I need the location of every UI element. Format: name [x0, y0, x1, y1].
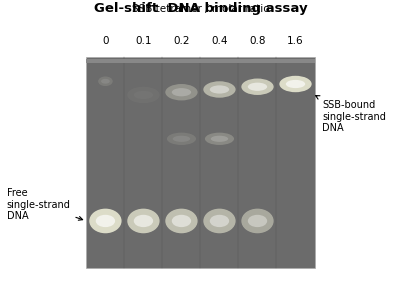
Ellipse shape: [134, 215, 153, 227]
Text: 0.8: 0.8: [249, 36, 266, 46]
Bar: [86, 59, 314, 63]
Ellipse shape: [279, 76, 312, 92]
Ellipse shape: [96, 215, 115, 227]
Ellipse shape: [165, 84, 198, 101]
Text: 0.2: 0.2: [173, 36, 190, 46]
Ellipse shape: [205, 133, 234, 145]
Text: 0: 0: [102, 36, 109, 46]
Ellipse shape: [203, 209, 236, 233]
Ellipse shape: [167, 133, 196, 145]
Text: 0.4: 0.4: [211, 36, 228, 46]
Ellipse shape: [210, 85, 229, 94]
Text: SSB-bound
single-strand
DNA: SSB-bound single-strand DNA: [316, 95, 386, 133]
Text: Free
single-strand
DNA: Free single-strand DNA: [6, 188, 83, 221]
Text: 0.1: 0.1: [135, 36, 152, 46]
Ellipse shape: [98, 76, 113, 86]
Ellipse shape: [101, 79, 110, 84]
Ellipse shape: [172, 215, 191, 227]
Ellipse shape: [165, 209, 198, 233]
Ellipse shape: [127, 209, 160, 233]
Text: SSB tetramer / molar ratio: SSB tetramer / molar ratio: [132, 4, 269, 14]
Ellipse shape: [248, 215, 267, 227]
Ellipse shape: [248, 83, 267, 91]
Ellipse shape: [172, 88, 191, 96]
Ellipse shape: [173, 136, 190, 142]
Ellipse shape: [203, 81, 236, 98]
Ellipse shape: [210, 215, 229, 227]
Ellipse shape: [241, 209, 274, 233]
Ellipse shape: [286, 80, 305, 88]
Bar: [86, 57, 314, 268]
Text: 1.6: 1.6: [287, 36, 304, 46]
Ellipse shape: [89, 209, 122, 233]
Ellipse shape: [127, 87, 160, 103]
Ellipse shape: [241, 79, 274, 95]
Text: Gel-shift  DNA binding assay: Gel-shift DNA binding assay: [94, 2, 307, 15]
Ellipse shape: [211, 136, 228, 142]
